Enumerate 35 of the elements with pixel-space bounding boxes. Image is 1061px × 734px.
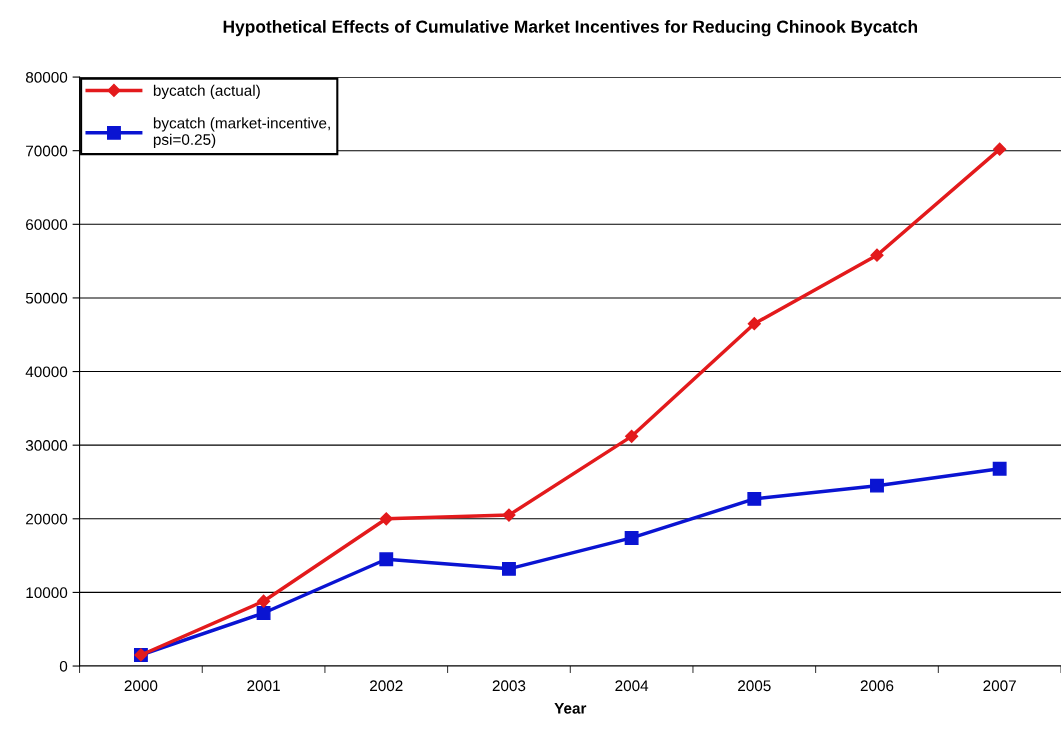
point bbox=[870, 478, 884, 493]
legend-label: bycatch (market-incentive, psi=0.25) bbox=[153, 117, 330, 148]
legend-label: bycatch (actual) bbox=[153, 84, 260, 99]
point bbox=[502, 508, 516, 522]
point bbox=[624, 530, 639, 545]
y-tick-label: 80000 bbox=[25, 71, 68, 83]
x-tick-label: 2000 bbox=[124, 680, 158, 692]
point bbox=[379, 552, 394, 567]
point bbox=[625, 429, 639, 443]
y-tick-label: 10000 bbox=[26, 587, 68, 599]
point bbox=[992, 461, 1007, 476]
x-tick-label: 2002 bbox=[370, 680, 403, 692]
y-tick-label: 0 bbox=[59, 660, 68, 672]
x-tick-label: 2004 bbox=[615, 680, 649, 692]
x-tick-label: 2003 bbox=[492, 680, 526, 692]
point bbox=[747, 491, 762, 506]
y-tick-label: 40000 bbox=[25, 366, 68, 378]
y-tick-label: 30000 bbox=[25, 440, 68, 451]
point bbox=[256, 606, 271, 620]
point bbox=[993, 142, 1007, 156]
y-tick-label: 70000 bbox=[26, 145, 68, 157]
x-tick-label: 2006 bbox=[860, 680, 894, 692]
y-tick-label: 60000 bbox=[26, 219, 68, 230]
point bbox=[870, 248, 884, 262]
x-axis-title: Year bbox=[554, 703, 587, 714]
point bbox=[379, 512, 393, 526]
point bbox=[502, 561, 516, 576]
x-tick-label: 2005 bbox=[738, 680, 771, 692]
chart-title: Hypothetical Effects of Cumulative Market Incentives for Reducing Chinook Bycatch bbox=[223, 20, 918, 37]
point bbox=[747, 317, 761, 331]
x-tick-label: 2007 bbox=[983, 680, 1016, 692]
y-tick-label: 20000 bbox=[26, 513, 68, 525]
x-tick-label: 2001 bbox=[247, 680, 280, 692]
point bbox=[257, 594, 271, 608]
y-tick-label: 50000 bbox=[25, 292, 68, 304]
